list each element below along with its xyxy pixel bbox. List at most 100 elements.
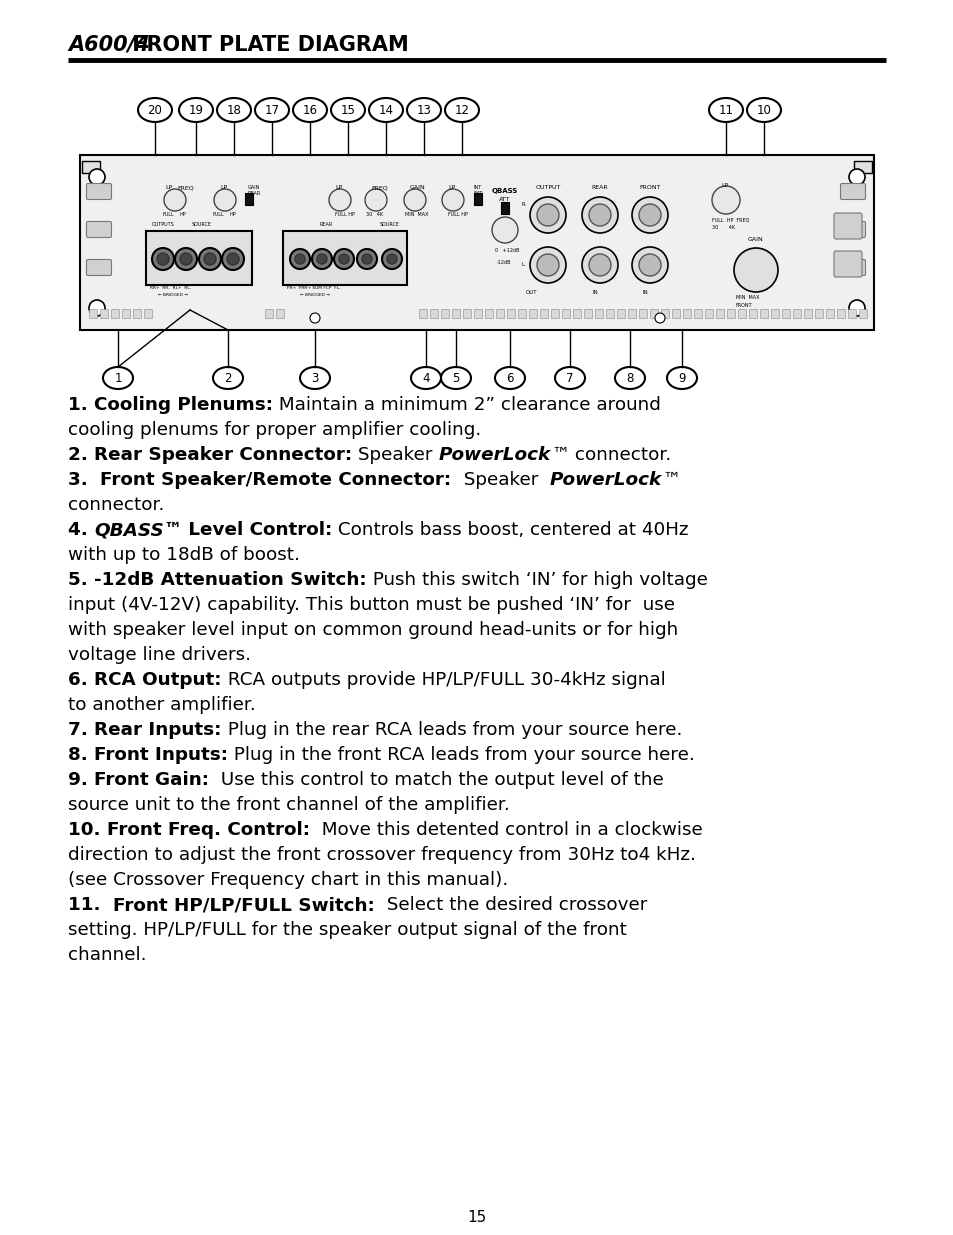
Circle shape (365, 189, 387, 211)
Circle shape (537, 204, 558, 226)
Text: ← BRIDGED →: ← BRIDGED → (158, 293, 188, 296)
FancyBboxPatch shape (452, 310, 460, 319)
Circle shape (639, 254, 660, 275)
Ellipse shape (138, 98, 172, 122)
FancyBboxPatch shape (276, 310, 284, 319)
Text: Speaker: Speaker (352, 446, 438, 464)
FancyBboxPatch shape (507, 310, 515, 319)
FancyBboxPatch shape (847, 310, 856, 319)
Circle shape (381, 249, 401, 269)
FancyBboxPatch shape (90, 310, 97, 319)
Text: L: L (521, 262, 524, 267)
Text: 11.: 11. (68, 897, 113, 914)
FancyBboxPatch shape (833, 212, 862, 240)
Ellipse shape (216, 98, 251, 122)
FancyBboxPatch shape (474, 193, 481, 205)
Ellipse shape (555, 367, 584, 389)
FancyBboxPatch shape (749, 310, 757, 319)
Circle shape (199, 248, 221, 270)
FancyBboxPatch shape (112, 310, 119, 319)
Text: HP: HP (180, 212, 187, 217)
FancyBboxPatch shape (430, 310, 438, 319)
Text: RCA outputs provide HP/LP/FULL 30-4kHz signal: RCA outputs provide HP/LP/FULL 30-4kHz s… (221, 671, 664, 689)
Text: setting. HP/LP/FULL for the speaker output signal of the front: setting. HP/LP/FULL for the speaker outp… (68, 921, 626, 939)
Text: 15: 15 (467, 1210, 486, 1225)
Ellipse shape (444, 98, 478, 122)
Text: 19: 19 (189, 104, 203, 116)
Text: with speaker level input on common ground head-units or for high: with speaker level input on common groun… (68, 621, 678, 638)
FancyBboxPatch shape (793, 310, 801, 319)
FancyBboxPatch shape (727, 310, 735, 319)
Circle shape (711, 186, 740, 214)
Text: 2.: 2. (68, 446, 94, 464)
Text: Controls bass boost, centered at 40Hz: Controls bass boost, centered at 40Hz (333, 521, 688, 538)
Text: 1: 1 (114, 372, 122, 384)
FancyBboxPatch shape (518, 310, 526, 319)
Text: OUTPUT: OUTPUT (535, 185, 560, 190)
Text: -12dB: -12dB (497, 261, 511, 266)
FancyBboxPatch shape (672, 310, 679, 319)
Text: 14: 14 (378, 104, 393, 116)
Text: FULL HP: FULL HP (335, 212, 355, 217)
FancyBboxPatch shape (760, 310, 768, 319)
Circle shape (356, 249, 376, 269)
FancyBboxPatch shape (595, 310, 603, 319)
Circle shape (227, 253, 239, 266)
Ellipse shape (103, 367, 132, 389)
Text: 17: 17 (264, 104, 279, 116)
Text: Front Speaker/Remote Connector:: Front Speaker/Remote Connector: (100, 471, 451, 489)
Text: FR+  FRR+ SUM FCP  FL-: FR+ FRR+ SUM FCP FL- (287, 287, 340, 290)
FancyBboxPatch shape (144, 310, 152, 319)
Text: REAR: REAR (248, 191, 261, 196)
Ellipse shape (213, 367, 243, 389)
Text: Front Gain:: Front Gain: (94, 771, 209, 789)
FancyBboxPatch shape (628, 310, 636, 319)
Text: 9: 9 (678, 372, 685, 384)
Text: GAIN: GAIN (747, 237, 763, 242)
FancyBboxPatch shape (840, 259, 864, 275)
Text: Use this control to match the output level of the: Use this control to match the output lev… (209, 771, 663, 789)
FancyBboxPatch shape (617, 310, 625, 319)
Circle shape (639, 204, 660, 226)
Text: 0   +12dB: 0 +12dB (495, 248, 519, 253)
Circle shape (89, 169, 105, 185)
Circle shape (213, 189, 235, 211)
Circle shape (492, 217, 517, 243)
FancyBboxPatch shape (496, 310, 504, 319)
Circle shape (631, 247, 667, 283)
Text: 10.: 10. (68, 821, 107, 839)
FancyBboxPatch shape (540, 310, 548, 319)
FancyBboxPatch shape (500, 203, 509, 214)
Text: Move this detented control in a clockwise: Move this detented control in a clockwis… (310, 821, 702, 839)
Text: FULL  HP  FREQ: FULL HP FREQ (711, 219, 749, 224)
Circle shape (631, 198, 667, 233)
Text: QBASS: QBASS (492, 188, 517, 194)
Text: 9.: 9. (68, 771, 94, 789)
Text: RCA Output:: RCA Output: (94, 671, 221, 689)
Circle shape (89, 300, 105, 316)
Circle shape (338, 254, 349, 264)
Text: 7: 7 (566, 372, 573, 384)
Text: REAR: REAR (591, 185, 608, 190)
Ellipse shape (369, 98, 402, 122)
Circle shape (204, 253, 215, 266)
Circle shape (294, 254, 305, 264)
Text: 5: 5 (452, 372, 459, 384)
Ellipse shape (746, 98, 781, 122)
Text: 7.: 7. (68, 721, 94, 739)
Text: Plug in the front RCA leads from your source here.: Plug in the front RCA leads from your so… (228, 746, 694, 764)
Text: FREQ: FREQ (177, 185, 193, 190)
Text: 16: 16 (302, 104, 317, 116)
Text: input (4V-12V) capability. This button must be pushed ‘IN’ for  use: input (4V-12V) capability. This button m… (68, 597, 675, 614)
Text: 1.: 1. (68, 396, 94, 414)
Text: voltage line drivers.: voltage line drivers. (68, 646, 251, 664)
Text: IN: IN (641, 290, 647, 295)
Circle shape (164, 189, 186, 211)
Ellipse shape (299, 367, 330, 389)
Text: 2: 2 (224, 372, 232, 384)
Circle shape (334, 249, 354, 269)
Circle shape (152, 248, 173, 270)
Text: FULL HP: FULL HP (448, 212, 467, 217)
Text: ™: ™ (551, 446, 569, 464)
Text: IN: IN (592, 290, 598, 295)
